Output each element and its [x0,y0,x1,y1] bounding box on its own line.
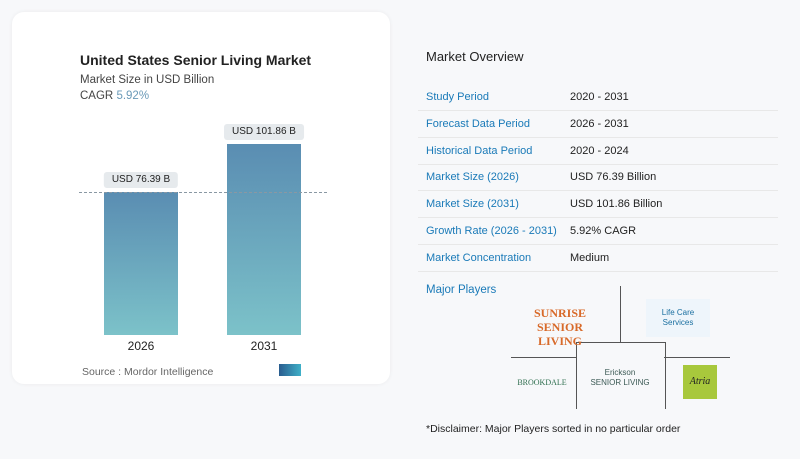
row-label: Market Concentration [426,251,532,264]
overview-row: Historical Data Period 2020 - 2024 [418,138,778,165]
overview-row: Study Period 2020 - 2031 [418,84,778,111]
row-value: 2020 - 2024 [570,144,629,157]
overview-row: Forecast Data Period 2026 - 2031 [418,111,778,138]
major-players-title: Major Players [426,284,497,296]
row-value: 2026 - 2031 [570,117,629,130]
x-tick-label: 2026 [127,339,155,353]
overview-title: Market Overview [426,49,524,64]
row-label: Forecast Data Period [426,117,530,130]
cagr-value: 5.92% [116,90,150,102]
x-tick-label: 2031 [250,339,278,353]
disclaimer: *Disclaimer: Major Players sorted in no … [426,423,681,435]
chart-card [12,12,390,384]
bar-2031 [227,144,301,335]
row-value: 5.92% CAGR [570,225,637,237]
row-value: Medium [570,251,610,264]
center-box [576,342,666,409]
chart-title: United States Senior Living Market [80,52,312,68]
data-label: USD 76.39 B [103,171,179,188]
cagr: CAGR 5.92% [80,89,149,103]
divider [620,286,621,343]
chart-subtitle: Market Size in USD Billion [80,74,215,86]
bar-2026 [104,191,178,335]
overview-row: Market Size (2026) USD 76.39 Billion [418,164,778,192]
atria-logo: Atria [683,365,717,399]
row-value: USD 101.86 Billion [570,198,663,211]
cagr-label: CAGR [80,90,114,102]
row-value: 2020 - 2031 [570,91,629,103]
erickson-logo: Erickson SENIOR LIVING [590,368,650,387]
divider [511,357,576,358]
row-value: USD 76.39 Billion [570,171,657,184]
data-label: USD 101.86 B [224,124,304,141]
mordor-logo [279,364,301,376]
overview-row: Market Size (2031) USD 101.86 Billion [418,191,778,219]
divider [664,357,730,358]
row-label: Study Period [426,91,489,103]
brookdale-logo: BROOKDALE [517,378,567,387]
life-care-logo: Life Care Services [646,299,710,337]
row-label: Market Size (2026) [426,171,519,184]
sunrise-logo: SUNRISE SENIOR LIVING [533,306,587,348]
row-label: Growth Rate (2026 - 2031) [426,225,557,237]
reference-line [79,192,327,193]
source: Source : Mordor Intelligence [82,366,214,378]
overview-row: Growth Rate (2026 - 2031) 5.92% CAGR [418,218,778,245]
row-label: Historical Data Period [426,144,533,157]
overview-row: Market Concentration Medium [418,245,778,272]
row-label: Market Size (2031) [426,198,519,211]
